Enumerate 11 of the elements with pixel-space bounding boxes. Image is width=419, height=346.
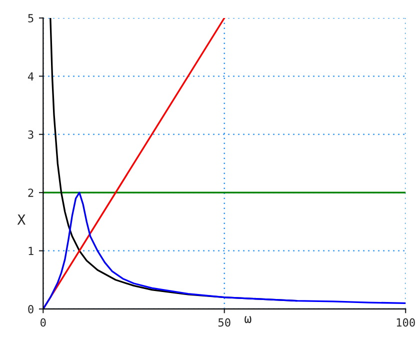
y-tick-label: 5 [28,14,34,22]
y-tick-label: 0 [28,304,34,314]
x-axis-title: ω [244,316,252,324]
y-tick-label: 2 [28,188,34,197]
y-tick-label: 4 [28,72,34,80]
x-tick-label: 50 [218,318,230,327]
y-tick-label: 1 [28,246,34,256]
y-tick-label: 3 [28,130,34,139]
x-tick-label: 0 [40,318,46,327]
y-axis-title: X [17,214,26,225]
x-tick-label: 100 [396,318,415,327]
